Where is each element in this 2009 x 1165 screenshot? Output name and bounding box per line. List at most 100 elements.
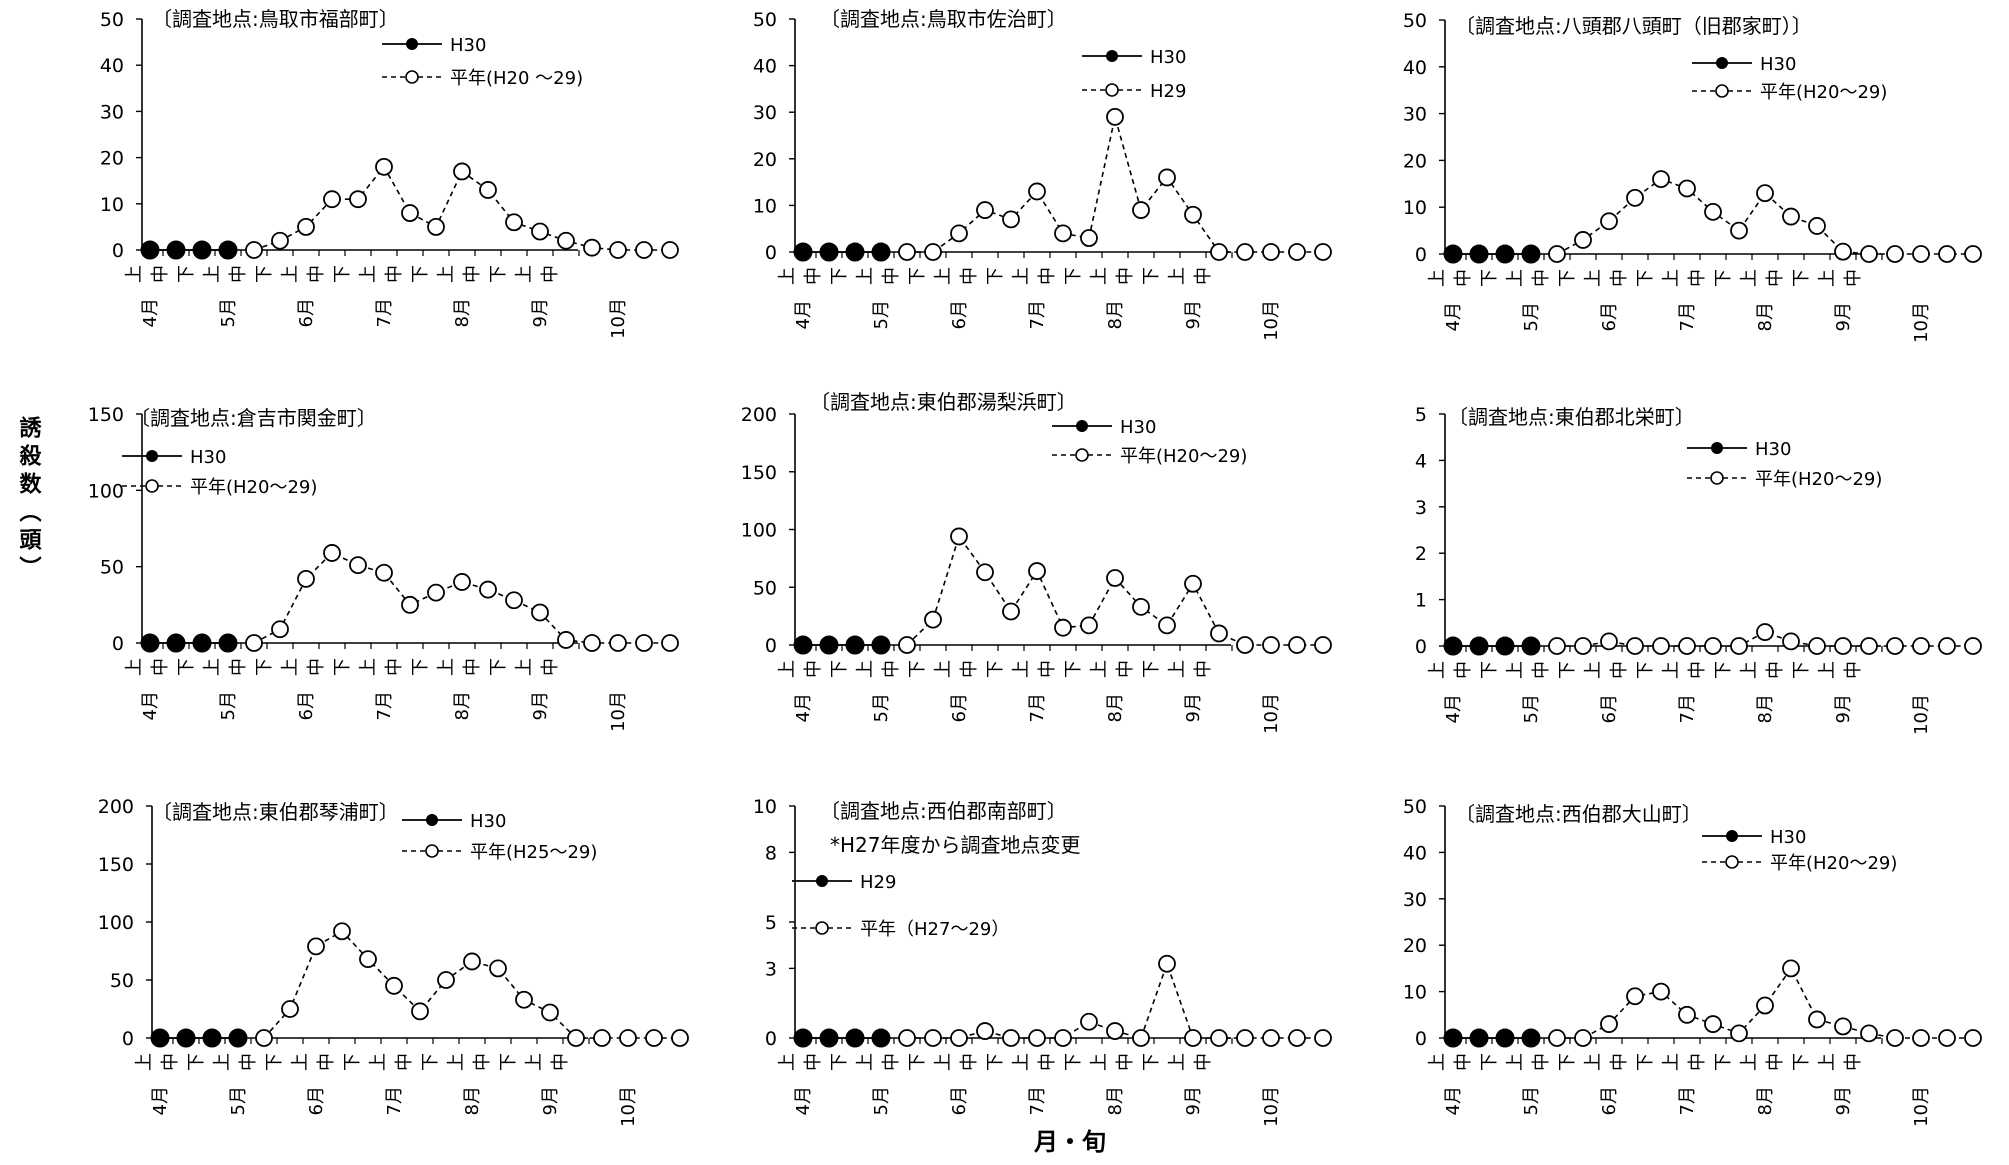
series-2-point [541, 1003, 559, 1022]
series-2-point [1704, 202, 1722, 221]
series-2-point [1080, 616, 1098, 635]
x-tick-label: 下 [342, 1053, 363, 1071]
x-tick-label: 中 [472, 1053, 493, 1071]
legend-label-2: 平年(H20～29) [1760, 82, 1887, 103]
series-2-point [1730, 1024, 1748, 1043]
series-2-point [1704, 637, 1722, 655]
x-tick-label: 上 [280, 658, 301, 676]
series-1-point [1469, 1028, 1489, 1048]
x-tick-label: 上 [524, 1053, 545, 1071]
x-tick-label: 上 [290, 1053, 311, 1071]
x-tick-label: 中 [1037, 660, 1058, 678]
y-tick-label: 50 [1403, 796, 1427, 818]
series-1-point [845, 242, 865, 262]
x-tick-label: 中 [1037, 267, 1058, 285]
x-month-label: 6月 [296, 691, 317, 720]
series-1-point [845, 1028, 865, 1048]
series-2-point [567, 1029, 585, 1047]
series-2-point [1262, 636, 1280, 654]
series-2-point [401, 204, 419, 222]
y-tick-label: 200 [98, 796, 134, 818]
x-tick-label: 下 [1141, 267, 1162, 285]
series-2-point [976, 563, 994, 582]
series-2-point [1782, 632, 1800, 651]
x-month-label: 5月 [218, 691, 239, 720]
series-2-point [1834, 637, 1852, 655]
chart-note: *H27年度から調査地点変更 [830, 833, 1081, 857]
x-tick-label: 中 [1609, 661, 1630, 679]
x-tick-label: 中 [306, 658, 327, 676]
x-tick-label: 下 [1141, 1053, 1162, 1071]
y-tick-label: 40 [100, 55, 124, 77]
x-tick-label: 上 [1661, 1053, 1682, 1071]
x-tick-label: 下 [907, 267, 928, 285]
legend-marker-1 [816, 875, 828, 887]
series-2-point [1652, 637, 1670, 655]
x-tick-label: 中 [881, 1053, 902, 1071]
series-line-2 [263, 930, 680, 1039]
x-tick-label: 中 [1609, 1053, 1630, 1071]
series-2-point [1288, 243, 1306, 261]
x-tick-label: 上 [777, 660, 798, 678]
y-tick-label: 50 [110, 970, 134, 992]
y-tick-label: 50 [1403, 10, 1427, 32]
series-1-point [1469, 244, 1489, 264]
x-tick-label: 上 [1089, 1053, 1110, 1071]
series-2-point [1938, 637, 1956, 655]
series-2-point [1132, 201, 1150, 219]
x-month-label: 10月 [618, 1086, 639, 1127]
chart-title: 〔調査地点:八頭郡八頭町（旧郡家町）〕 [1455, 14, 1812, 38]
x-month-label: 5月 [1521, 302, 1542, 331]
x-tick-label: 中 [1453, 269, 1474, 287]
series-2-point [950, 1029, 968, 1047]
series-2-point [385, 976, 403, 995]
series-2-point [489, 959, 507, 978]
legend-label-1: H30 [470, 811, 506, 832]
legend-marker-2 [1710, 471, 1724, 485]
x-tick-label: 中 [238, 1053, 259, 1071]
legend-label-2: 平年(H20～29) [1120, 446, 1247, 467]
x-month-label: 7月 [374, 691, 395, 720]
series-2-point [1288, 636, 1306, 654]
legend-marker-2 [425, 844, 439, 858]
x-tick-label: 下 [254, 658, 275, 676]
series-2-point [453, 573, 471, 591]
x-month-label: 9月 [540, 1086, 561, 1115]
series-1-point [1521, 244, 1541, 264]
series-1-point [871, 242, 891, 262]
y-tick-label: 50 [100, 9, 124, 31]
x-tick-label: 上 [1817, 661, 1838, 679]
series-1-point [140, 633, 160, 653]
x-tick-label: 中 [1531, 1053, 1552, 1071]
chart-panel-3: 01020304050上中下上中下上中下上中下上中下上中4月 5月 6月 7月 8月 9月… [1403, 10, 1982, 343]
x-tick-label: 中 [462, 658, 483, 676]
series-2-point [1080, 1012, 1098, 1031]
legend: H30 平年(H20～29) [1702, 827, 1897, 874]
x-month-label: 4月 [1443, 694, 1464, 723]
x-tick-label: 下 [1635, 1053, 1656, 1071]
series-2-point [323, 544, 341, 562]
series-2-point [1782, 959, 1800, 978]
legend: H30 平年(H20～29) [1052, 417, 1247, 467]
series-1-point [192, 633, 212, 653]
y-tick-label: 30 [753, 102, 777, 124]
y-tick-label: 40 [753, 56, 777, 78]
legend: H30 平年(H20～29) [1687, 439, 1882, 490]
series-2-point [1834, 1017, 1852, 1036]
legend: H30 平年(H20～29) [122, 447, 317, 498]
x-tick-label: 中 [1843, 1053, 1864, 1071]
y-tick-label: 100 [98, 912, 134, 934]
series-2-point [645, 1029, 663, 1047]
series-line-2 [907, 116, 1323, 253]
series-2-point [1028, 182, 1046, 201]
x-month-label: 9月 [530, 298, 551, 327]
series-2-point [1262, 243, 1280, 261]
y-tick-label: 8 [765, 842, 777, 864]
series-2-point [1704, 1015, 1722, 1033]
legend: H29 平年（H27～29） [792, 872, 1009, 940]
series-2-point [255, 1029, 273, 1047]
y-tick-label: 2 [1415, 543, 1427, 565]
x-tick-label: 中 [1531, 269, 1552, 287]
series-2-point [1808, 217, 1826, 235]
x-month-label: 8月 [1105, 1086, 1126, 1115]
